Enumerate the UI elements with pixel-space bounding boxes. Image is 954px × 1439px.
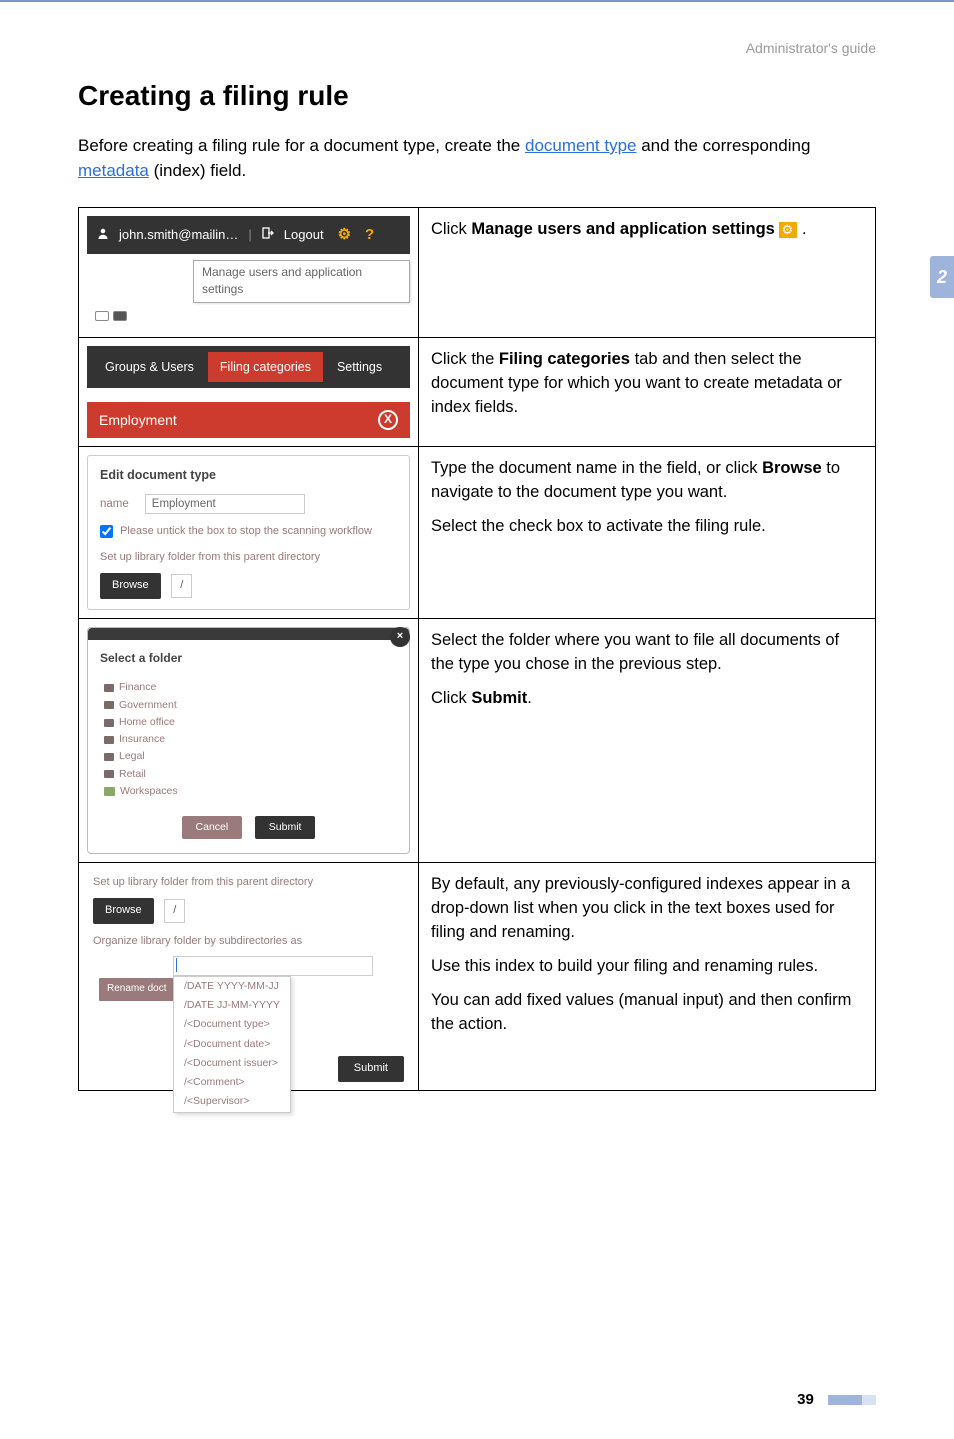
chapter-tab: 2 [930,256,954,298]
folder-item[interactable]: Workspaces [104,783,397,800]
user-icon [97,226,109,245]
folder-item[interactable]: Home office [104,714,397,731]
step-text: Type the document name in the field, or … [431,459,762,477]
folder-label: Legal [119,749,145,764]
breadcrumb: Administrator's guide [746,40,876,56]
step-bold: Browse [762,459,822,477]
step-text: Use this index to build your filing and … [431,955,863,979]
tab-filing-categories[interactable]: Filing categories [208,352,323,382]
logout-icon[interactable] [262,226,274,245]
setup-label: Set up library folder from this parent d… [100,550,397,566]
dropdown-item[interactable]: /DATE JJ-MM-YYYY [174,996,290,1015]
close-icon[interactable]: × [390,627,410,647]
intro-text: Before creating a filing rule for a docu… [78,136,525,155]
step-text: You can add fixed values (manual input) … [431,989,863,1037]
folder-icon [104,736,114,744]
rename-button[interactable]: Rename doct [99,978,174,1001]
intro-text: and the corresponding [637,136,811,155]
folder-label: Government [119,698,177,713]
step-text: Click the [431,350,499,368]
text-cursor [176,958,177,972]
separator: | [248,226,251,245]
folder-label: Workspaces [120,784,178,799]
name-label: name [100,496,129,513]
folder-item[interactable]: Retail [104,766,397,783]
screenshot-select-folder: × Select a folder Finance Government Hom… [87,627,410,854]
folder-label: Home office [119,715,175,730]
help-icon[interactable]: ? [365,224,374,246]
page-accent-bar [828,1392,876,1409]
folder-label: Insurance [119,732,165,747]
step-text: By default, any previously-configured in… [431,873,863,945]
tab-groups-users[interactable]: Groups & Users [93,352,206,382]
step-text: Click [431,689,471,707]
folder-item[interactable]: Legal [104,748,397,765]
logout-link[interactable]: Logout [284,226,324,245]
organize-label: Organize library folder by subdirectorie… [93,934,404,950]
page-number: 39 [797,1391,814,1408]
name-input[interactable] [145,494,305,514]
folder-icon [104,719,114,727]
intro-text: (index) field. [149,161,246,180]
folder-icon [104,701,114,709]
gear-badge-icon [779,222,797,238]
folder-label: Finance [119,680,156,695]
workspace-icon [104,787,115,796]
folder-label: Retail [119,767,146,782]
subdirectory-input[interactable] [173,956,373,976]
dropdown-item[interactable]: /<Document issuer> [174,1054,290,1073]
folder-icon [104,770,114,778]
cancel-button[interactable]: Cancel [182,816,243,839]
link-document-type[interactable]: document type [525,136,637,155]
screenshot-header-bar: john.smith@mailin… | Logout ⚙ ? Manage u… [87,216,410,328]
folder-item[interactable]: Government [104,697,397,714]
setup-label: Set up library folder from this parent d… [93,875,404,891]
dropdown-item[interactable]: /DATE YYYY-MM-JJ [174,977,290,996]
step-text: Click [431,220,471,238]
decorative-icons [87,303,410,329]
folder-item[interactable]: Finance [104,679,397,696]
step-text: . [527,689,532,707]
folder-icon [104,753,114,761]
steps-table: john.smith@mailin… | Logout ⚙ ? Manage u… [78,207,876,1091]
tooltip: Manage users and application settings [193,260,410,303]
step-text: Select the folder where you want to file… [431,629,863,677]
modal-title: Select a folder [100,650,397,667]
path-display: / [164,899,185,923]
dropdown-item[interactable]: /<Comment> [174,1073,290,1092]
link-metadata[interactable]: metadata [78,161,149,180]
dropdown-item[interactable]: /<Document type> [174,1015,290,1034]
step-bold: Filing categories [499,350,630,368]
scanning-workflow-checkbox[interactable] [100,525,113,538]
dropdown-item[interactable]: /<Document date> [174,1035,290,1054]
category-label: Employment [99,410,177,430]
step-text: Select the check box to activate the fil… [431,515,863,539]
gear-icon[interactable]: ⚙ [338,224,351,246]
browse-button[interactable]: Browse [93,898,154,924]
step-bold: Manage users and application settings [471,220,775,238]
close-icon[interactable]: X [378,410,398,430]
user-label: john.smith@mailin… [119,226,238,245]
step-bold: Submit [471,689,527,707]
submit-button[interactable]: Submit [255,816,316,839]
screenshot-edit-doc-type: Edit document type name Please untick th… [87,455,410,610]
dropdown-item[interactable]: /<Supervisor> [174,1092,290,1111]
folder-list: Finance Government Home office Insurance… [100,679,397,800]
checkbox-label: Please untick the box to stop the scanni… [120,525,372,537]
screenshot-tabs: Groups & Users Filing categories Setting… [87,346,410,438]
path-display: / [171,574,192,598]
intro-paragraph: Before creating a filing rule for a docu… [78,134,876,183]
browse-button[interactable]: Browse [100,573,161,599]
folder-icon [104,684,114,692]
tab-settings[interactable]: Settings [325,352,394,382]
folder-item[interactable]: Insurance [104,731,397,748]
index-dropdown: /DATE YYYY-MM-JJ /DATE JJ-MM-YYYY /<Docu… [173,976,291,1113]
submit-button[interactable]: Submit [338,1056,404,1082]
screenshot-rename-rules: Set up library folder from this parent d… [87,871,410,1071]
panel-title: Edit document type [100,466,397,484]
page-title: Creating a filing rule [78,80,876,112]
